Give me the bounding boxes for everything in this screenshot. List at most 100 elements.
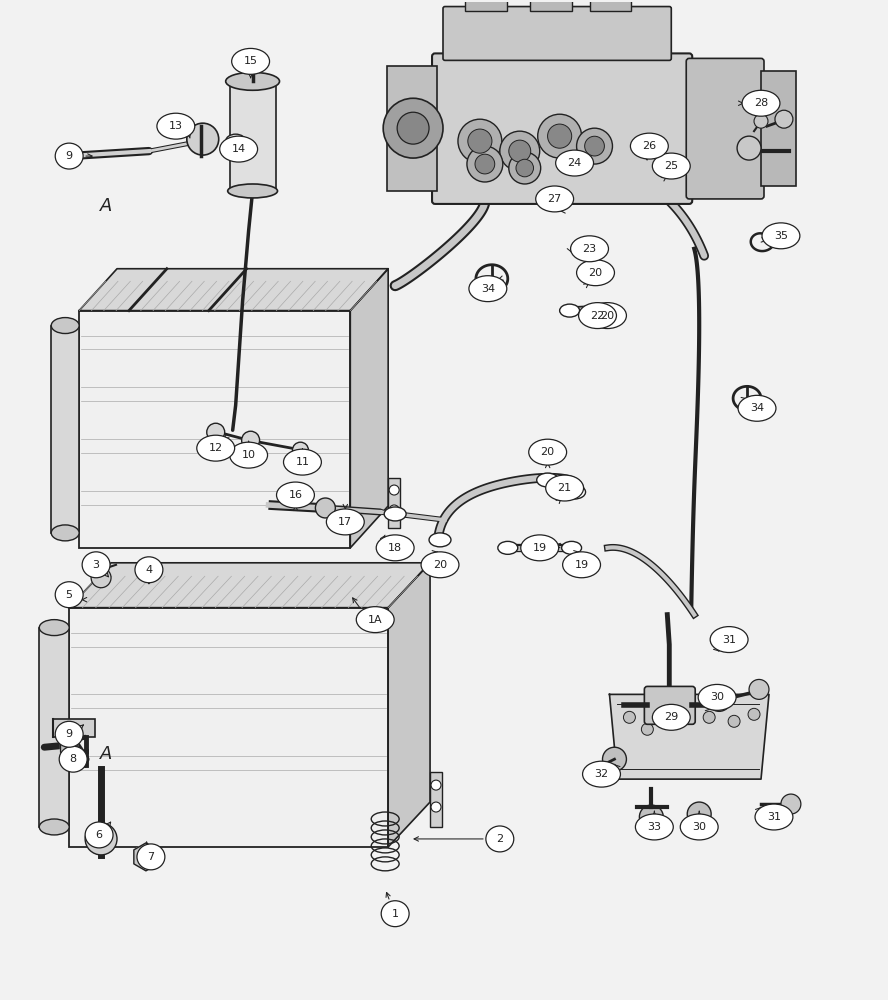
- Text: 9: 9: [66, 729, 73, 739]
- Ellipse shape: [576, 260, 614, 286]
- Text: 5: 5: [66, 590, 73, 600]
- Ellipse shape: [582, 269, 601, 282]
- Polygon shape: [69, 563, 430, 608]
- Circle shape: [749, 679, 769, 699]
- Text: 32: 32: [594, 769, 608, 779]
- Bar: [590, 0, 631, 11]
- Bar: [530, 0, 572, 11]
- Ellipse shape: [589, 303, 626, 329]
- Circle shape: [775, 110, 793, 128]
- Circle shape: [500, 131, 540, 171]
- Text: 19: 19: [533, 543, 547, 553]
- Circle shape: [509, 152, 541, 184]
- Bar: [465, 0, 507, 11]
- Circle shape: [468, 129, 492, 153]
- Text: 23: 23: [583, 244, 597, 254]
- Ellipse shape: [710, 627, 748, 653]
- Circle shape: [538, 114, 582, 158]
- Ellipse shape: [762, 223, 800, 249]
- Ellipse shape: [698, 684, 736, 710]
- Ellipse shape: [85, 822, 113, 848]
- Circle shape: [431, 802, 441, 812]
- Text: 27: 27: [548, 194, 562, 204]
- Ellipse shape: [242, 56, 264, 70]
- Text: 10: 10: [242, 450, 256, 460]
- Circle shape: [207, 423, 225, 441]
- Ellipse shape: [226, 134, 246, 148]
- Ellipse shape: [755, 804, 793, 830]
- Circle shape: [475, 154, 495, 174]
- Circle shape: [754, 114, 768, 128]
- Ellipse shape: [486, 826, 514, 852]
- Ellipse shape: [59, 746, 87, 772]
- Text: 8: 8: [69, 754, 76, 764]
- Text: 24: 24: [567, 158, 582, 168]
- Circle shape: [85, 823, 117, 855]
- Text: 34: 34: [480, 284, 495, 294]
- Circle shape: [703, 711, 715, 723]
- Text: 25: 25: [664, 161, 678, 171]
- Bar: [69, 608, 388, 847]
- Ellipse shape: [571, 236, 608, 262]
- Ellipse shape: [227, 184, 278, 198]
- Ellipse shape: [680, 814, 718, 840]
- Circle shape: [509, 140, 531, 162]
- Ellipse shape: [742, 90, 780, 116]
- Circle shape: [576, 128, 613, 164]
- Text: 16: 16: [289, 490, 303, 500]
- Ellipse shape: [563, 552, 600, 578]
- Ellipse shape: [536, 473, 559, 487]
- Ellipse shape: [137, 844, 165, 870]
- Polygon shape: [350, 269, 388, 548]
- Circle shape: [584, 136, 605, 156]
- Bar: [53, 719, 95, 737]
- Ellipse shape: [498, 541, 518, 554]
- Ellipse shape: [356, 607, 394, 633]
- Ellipse shape: [556, 150, 593, 176]
- Ellipse shape: [55, 143, 83, 169]
- Text: 30: 30: [693, 822, 706, 832]
- Circle shape: [397, 112, 429, 144]
- Circle shape: [384, 98, 443, 158]
- Ellipse shape: [276, 482, 314, 508]
- Ellipse shape: [429, 533, 451, 547]
- Circle shape: [737, 136, 761, 160]
- Text: 1A: 1A: [368, 615, 383, 625]
- Text: A: A: [99, 745, 112, 763]
- Circle shape: [467, 146, 503, 182]
- Text: 28: 28: [754, 98, 768, 108]
- Text: 20: 20: [541, 447, 555, 457]
- Text: 15: 15: [243, 56, 258, 66]
- Ellipse shape: [55, 721, 83, 747]
- FancyBboxPatch shape: [432, 53, 693, 204]
- Ellipse shape: [230, 442, 267, 468]
- Text: 31: 31: [722, 635, 736, 645]
- Ellipse shape: [653, 704, 690, 730]
- Text: 1: 1: [392, 909, 399, 919]
- Ellipse shape: [520, 535, 559, 561]
- Polygon shape: [388, 563, 430, 847]
- Circle shape: [641, 723, 654, 735]
- Ellipse shape: [219, 136, 258, 162]
- Text: 6: 6: [96, 830, 103, 840]
- Bar: [388, 478, 400, 528]
- Text: 33: 33: [647, 822, 662, 832]
- Polygon shape: [60, 737, 78, 757]
- Circle shape: [748, 708, 760, 720]
- Ellipse shape: [738, 395, 776, 421]
- Polygon shape: [79, 269, 388, 311]
- Circle shape: [728, 715, 740, 727]
- Circle shape: [315, 498, 336, 518]
- Circle shape: [242, 431, 259, 449]
- Ellipse shape: [226, 72, 280, 90]
- Text: 3: 3: [92, 560, 99, 570]
- FancyBboxPatch shape: [686, 58, 764, 199]
- Ellipse shape: [564, 485, 585, 499]
- Circle shape: [91, 568, 111, 588]
- Bar: [52, 326, 79, 533]
- Ellipse shape: [630, 133, 669, 159]
- Circle shape: [602, 747, 626, 771]
- Bar: [387, 66, 437, 191]
- Ellipse shape: [283, 449, 321, 475]
- Polygon shape: [134, 843, 158, 871]
